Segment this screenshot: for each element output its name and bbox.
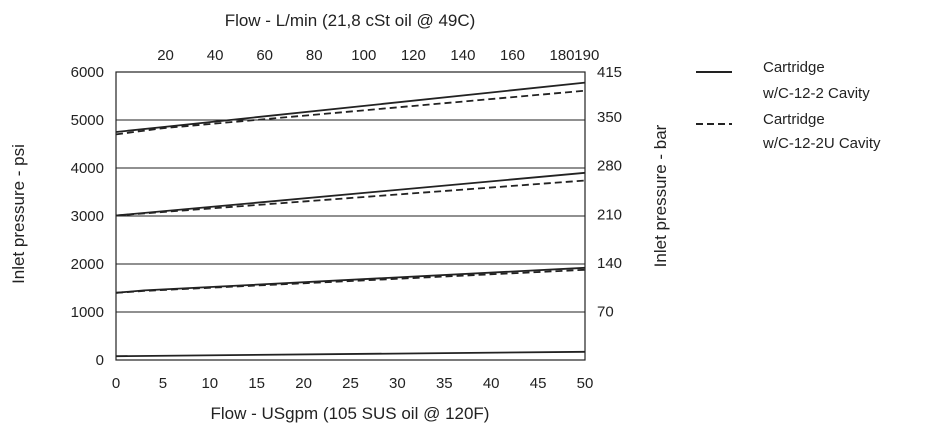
tick-label-left: 4000 xyxy=(71,160,104,177)
tick-label-bottom: 35 xyxy=(436,375,453,392)
legend: Cartridge w/C-12-2 Cavity Cartridge w/C-… xyxy=(696,59,881,152)
tick-label-top: 120 xyxy=(401,47,426,64)
tick-label-top: 80 xyxy=(306,47,323,64)
tick-label-bottom: 5 xyxy=(159,375,167,392)
top-axis-title: Flow - L/min (21,8 cSt oil @ 49C) xyxy=(225,11,476,30)
tick-label-bottom: 20 xyxy=(295,375,312,392)
tick-label-top: 180 xyxy=(550,47,575,64)
tick-label-bottom: 30 xyxy=(389,375,406,392)
tick-label-right: 210 xyxy=(597,206,622,223)
series-line-dashed-3 xyxy=(115,179,586,217)
tick-label-top: 40 xyxy=(207,47,224,64)
tick-label-right: 70 xyxy=(597,303,614,320)
tick-label-top: 190 xyxy=(574,47,599,64)
tick-label-top: 160 xyxy=(500,47,525,64)
tick-label-top: 140 xyxy=(450,47,475,64)
legend-solid-label-line2: w/C-12-2 Cavity xyxy=(762,85,870,102)
tick-label-bottom: 40 xyxy=(483,375,500,392)
tick-label-bottom: 0 xyxy=(112,375,120,392)
tick-label-top: 20 xyxy=(157,47,174,64)
grid xyxy=(116,119,585,313)
series-lines xyxy=(115,81,586,358)
series-line-dashed-1 xyxy=(115,89,586,136)
tick-label-right: 280 xyxy=(597,158,622,175)
plot-frame xyxy=(115,71,586,361)
tick-label-top: 100 xyxy=(351,47,376,64)
tick-label-left: 1000 xyxy=(71,304,104,321)
tick-label-left: 6000 xyxy=(71,64,104,81)
tick-label-top: 60 xyxy=(256,47,273,64)
left-axis-title: Inlet pressure - psi xyxy=(9,144,28,284)
tick-label-left: 0 xyxy=(96,352,104,369)
series-line-solid-6 xyxy=(115,350,586,358)
tick-labels: 0100020003000400050006000701402102803504… xyxy=(71,47,622,392)
tick-label-right: 350 xyxy=(597,109,622,126)
tick-label-left: 5000 xyxy=(71,112,104,129)
tick-label-right: 415 xyxy=(597,64,622,81)
tick-label-bottom: 45 xyxy=(530,375,547,392)
right-axis-title: Inlet pressure - bar xyxy=(651,124,670,267)
tick-label-bottom: 15 xyxy=(248,375,265,392)
tick-label-bottom: 10 xyxy=(201,375,218,392)
tick-label-right: 140 xyxy=(597,255,622,272)
tick-label-bottom: 25 xyxy=(342,375,359,392)
bottom-axis-title: Flow - USgpm (105 SUS oil @ 120F) xyxy=(211,404,490,423)
series-line-dashed-5 xyxy=(115,268,586,294)
tick-label-left: 3000 xyxy=(71,208,104,225)
series-line-solid-0 xyxy=(115,81,586,133)
tick-label-bottom: 50 xyxy=(577,375,594,392)
legend-dashed-label-line2: w/C-12-2U Cavity xyxy=(762,135,881,152)
legend-solid-label-line1: Cartridge xyxy=(763,59,825,76)
series-line-solid-2 xyxy=(115,171,586,217)
legend-dashed-label-line1: Cartridge xyxy=(763,111,825,128)
tick-label-left: 2000 xyxy=(71,256,104,273)
